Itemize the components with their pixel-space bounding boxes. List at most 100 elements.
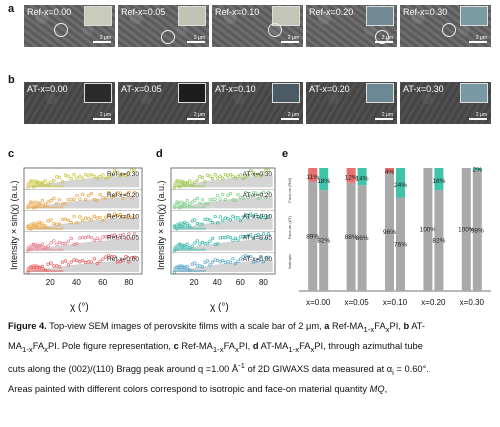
data-point: [69, 220, 73, 225]
data-point: [29, 179, 33, 183]
data-point: [190, 182, 194, 186]
data-point: [254, 212, 258, 217]
x-tick-label: 20: [190, 278, 199, 287]
bar-value-label: 98%: [471, 228, 484, 235]
data-point: [121, 172, 125, 177]
data-point: [172, 186, 177, 190]
isotropic-area: [26, 260, 140, 272]
data-point: [172, 270, 177, 274]
isotropic-area: [26, 175, 140, 188]
x-tick-label: x=0.10: [383, 298, 408, 307]
series-label: AT-x=0.00: [243, 256, 273, 263]
data-point: [72, 214, 76, 219]
data-point: [92, 198, 96, 202]
bar-faceon: [385, 168, 394, 173]
data-point: [89, 173, 94, 177]
data-point: [83, 236, 88, 240]
data-point: [40, 221, 45, 226]
caption-line-3: cuts along the (002)/(110) Bragg peak ar…: [8, 360, 429, 377]
series-label: AT-x=0.05: [243, 235, 273, 242]
data-point: [49, 261, 53, 265]
data-point: [216, 193, 220, 198]
data-point: [195, 196, 199, 201]
data-point: [216, 221, 220, 225]
data-point: [264, 195, 268, 200]
data-point: [95, 198, 99, 202]
data-point: [72, 242, 76, 247]
scale-label: 2 μm: [381, 112, 393, 118]
data-point: [249, 254, 253, 259]
sem-image: Ref-x=0.20 2 μm: [306, 5, 397, 47]
data-point: [223, 197, 227, 202]
x-tick-label: 80: [124, 278, 133, 287]
data-point: [86, 174, 91, 178]
data-point: [251, 236, 255, 241]
bar-faceon: [346, 168, 356, 183]
data-point: [104, 255, 108, 259]
bar-value-label: 11%: [306, 174, 319, 181]
data-point: [124, 174, 128, 178]
data-point: [236, 238, 240, 242]
data-point: [92, 257, 96, 261]
data-point: [46, 219, 50, 223]
scale-bar: [375, 118, 393, 120]
data-point: [107, 175, 111, 179]
data-point: [81, 218, 85, 222]
data-point: [101, 218, 105, 223]
series-label: Ref-x=0.10: [107, 213, 139, 220]
faceon-area: [26, 179, 64, 188]
data-point: [109, 173, 114, 177]
data-point: [112, 212, 117, 216]
x-tick-label: 40: [72, 278, 81, 287]
highlight-circle: [375, 30, 389, 44]
data-point: [127, 171, 131, 175]
data-point: [34, 205, 39, 209]
film-photo-inset: [460, 6, 488, 26]
x-tick-label: 40: [213, 278, 222, 287]
data-point: [254, 173, 258, 178]
highlight-circle: [161, 30, 175, 44]
data-point: [118, 173, 122, 178]
data-point: [107, 254, 111, 258]
data-point: [98, 259, 102, 263]
data-point: [83, 260, 88, 265]
highlight-circle: [268, 23, 282, 37]
data-point: [127, 213, 131, 217]
bar-isotropic: [461, 168, 471, 291]
data-point: [243, 190, 248, 195]
data-point: [69, 177, 73, 181]
panel-letter-b: b: [8, 74, 15, 86]
data-point: [185, 198, 189, 203]
data-point: [92, 238, 96, 243]
data-point: [180, 224, 184, 229]
data-point: [259, 192, 263, 197]
data-point: [95, 176, 99, 180]
data-point: [216, 242, 220, 246]
data-point: [210, 236, 215, 241]
data-point: [43, 179, 47, 183]
data-point: [75, 176, 79, 180]
x-tick-label: 80: [259, 278, 268, 287]
data-point: [246, 195, 250, 199]
data-point: [243, 212, 248, 217]
data-point: [81, 176, 85, 180]
data-point: [177, 185, 182, 189]
bar-value-label: 82%: [432, 238, 445, 245]
data-point: [266, 168, 271, 173]
isotropic-area: [173, 196, 273, 209]
data-point: [254, 191, 258, 195]
data-point: [133, 255, 137, 259]
data-point: [266, 214, 271, 219]
data-point: [118, 233, 122, 238]
data-point: [101, 195, 105, 200]
data-point: [172, 205, 177, 210]
panel-letter-a: a: [8, 3, 15, 15]
sem-label: AT-x=0.30: [403, 84, 444, 94]
data-point: [43, 268, 47, 272]
data-point: [208, 174, 212, 178]
data-point: [29, 265, 33, 269]
data-point: [182, 202, 187, 206]
sem-label: Ref-x=0.30: [403, 7, 448, 17]
x-tick-label: x=0.00: [306, 298, 331, 307]
data-point: [200, 265, 205, 269]
